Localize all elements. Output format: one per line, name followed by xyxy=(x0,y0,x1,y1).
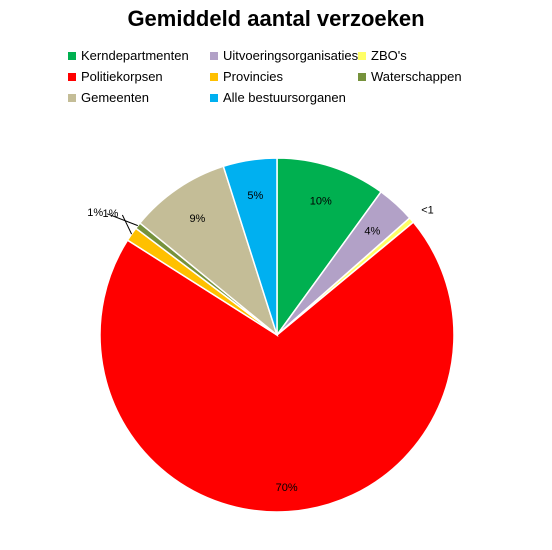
data-label: 1% xyxy=(87,207,103,219)
data-label: 4% xyxy=(364,225,380,237)
data-label: <1 xyxy=(421,205,434,217)
chart-legend: Kerndepartmenten Uitvoeringsorganisaties Z… xyxy=(68,48,488,105)
legend-label: Uitvoeringsorganisaties xyxy=(223,48,359,63)
pie-slice xyxy=(99,221,455,513)
legend-swatch xyxy=(68,93,76,102)
data-label: 9% xyxy=(189,213,205,225)
data-label: 70% xyxy=(276,482,298,494)
leader-line xyxy=(121,214,133,235)
data-label: 1% xyxy=(102,208,118,220)
legend-swatch xyxy=(358,72,366,81)
legend-item: Gemeenten xyxy=(68,90,210,105)
legend-label: Waterschappen xyxy=(371,69,462,84)
pie-slice xyxy=(138,165,279,338)
legend-label: Gemeenten xyxy=(81,90,149,105)
legend-swatch xyxy=(68,51,76,60)
legend-label: Alle bestuursorganen xyxy=(223,90,346,105)
legend-item: Politiekorpsen xyxy=(68,69,210,84)
legend-swatch xyxy=(210,51,218,60)
leader-line xyxy=(107,213,138,227)
pie-slice xyxy=(276,157,383,338)
legend-item: Alle bestuursorganen xyxy=(210,90,358,105)
legend-item: ZBO's xyxy=(358,48,478,63)
legend-item: Kerndepartmenten xyxy=(68,48,210,63)
legend-label: Politiekorpsen xyxy=(81,69,163,84)
legend-label: Kerndepartmenten xyxy=(81,48,189,63)
legend-item: Provincies xyxy=(210,69,358,84)
data-label: 10% xyxy=(310,195,332,207)
legend-swatch xyxy=(358,51,366,60)
legend-swatch xyxy=(210,72,218,81)
legend-swatch xyxy=(68,72,76,81)
pie-slice xyxy=(222,157,278,336)
legend-label: Provincies xyxy=(223,69,283,84)
data-label: 5% xyxy=(247,190,263,202)
legend-label: ZBO's xyxy=(371,48,407,63)
legend-swatch xyxy=(210,93,218,102)
chart-title: Gemiddeld aantal verzoeken xyxy=(127,6,425,31)
legend-item: Waterschappen xyxy=(358,69,478,84)
legend-item: Uitvoeringsorganisaties xyxy=(210,48,358,63)
